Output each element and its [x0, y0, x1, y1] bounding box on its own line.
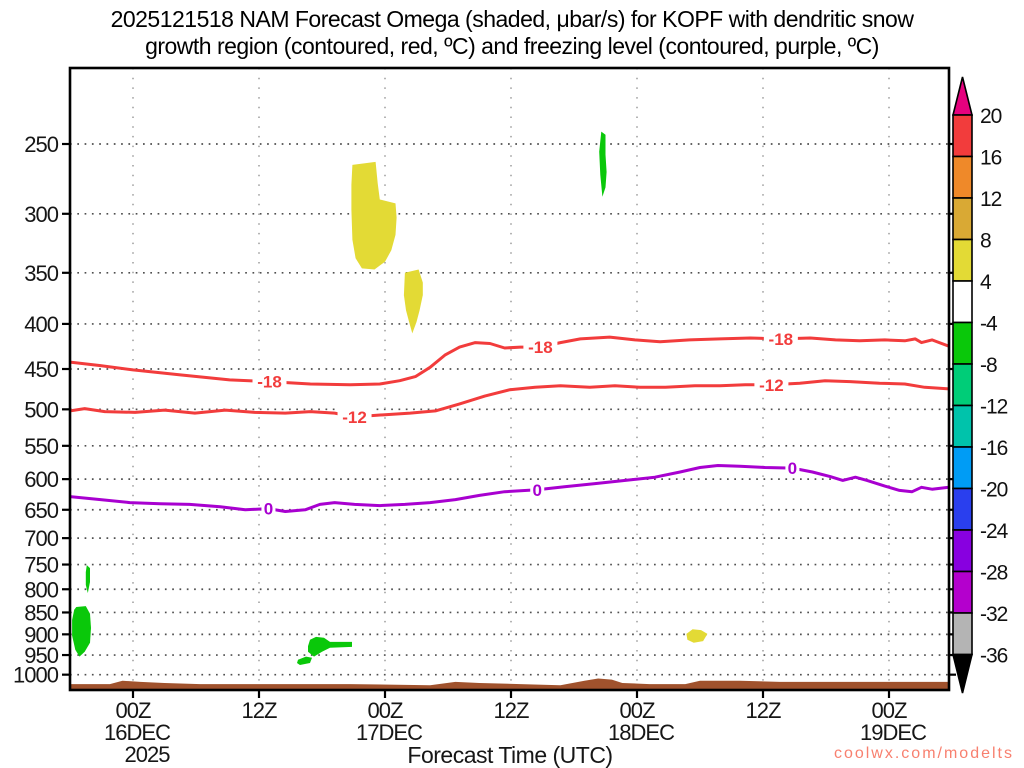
contour-label: -18 [257, 373, 282, 392]
contour-label-mask [754, 375, 789, 394]
plot-border [68, 66, 951, 692]
x-axis-title: Forecast Time (UTC) [407, 742, 613, 768]
contour-label-mask [261, 499, 276, 518]
pressure-tick-label: 700 [24, 526, 58, 551]
colorbar-segment [952, 570, 973, 614]
pressure-tick-label: 350 [24, 261, 58, 286]
omega-shaded-region-yellow-low [686, 629, 708, 643]
chart-title-line-2: growth region (contoured, red, ºC) and f… [145, 33, 879, 59]
dendritic-growth-minus18C-contour [70, 335, 949, 387]
colorbar-tick-label: -12 [980, 396, 1008, 419]
contour-label: -18 [528, 338, 553, 357]
time-tick-label: 12Z [746, 698, 781, 723]
pressure-tick-label: 800 [24, 577, 58, 602]
colorbar-tick-label: 20 [980, 105, 1002, 128]
colorbar-tick-label: -36 [980, 645, 1008, 668]
omega-shaded-region-green-mid-tail [297, 656, 312, 665]
date-label: 18DEC [608, 720, 675, 745]
time-tick-label: 00Z [116, 698, 151, 723]
colorbar-segment [952, 155, 973, 199]
time-tick-label: 12Z [494, 698, 529, 723]
pressure-tick-label: 900 [24, 622, 58, 647]
contour-label: -12 [759, 376, 784, 395]
colorbar-segment [952, 363, 973, 407]
time-tick-label: 12Z [242, 698, 277, 723]
colorbar-segment [952, 529, 973, 573]
colorbar-segment [952, 446, 973, 490]
colorbar: 20 16 12 8 4 -4 -8 -12 -16 -20 -24 -28 -32 -36 [951, 76, 1010, 694]
contour-label: -12 [342, 408, 367, 427]
colorbar-tick-label: 16 [980, 147, 1002, 170]
gridlines [62, 68, 956, 698]
colorbar-under-arrow [951, 653, 974, 694]
date-label: 16DEC [104, 720, 171, 745]
date-label: 17DEC [356, 720, 423, 745]
pressure-tick-label: 1000 [13, 663, 59, 688]
colorbar-tick-label: -4 [980, 313, 998, 336]
contour-label: -18 [769, 330, 794, 349]
colorbar-tick-label: -16 [980, 437, 1008, 460]
colorbar-segment [952, 114, 973, 158]
colorbar-tick-label: 4 [980, 271, 992, 294]
colorbar-tick-label: 8 [980, 230, 991, 253]
colorbar-tick-label: -24 [980, 520, 1009, 543]
pressure-tick-label: 400 [24, 312, 58, 337]
colorbar-segment [952, 238, 973, 282]
pressure-tick-label: 750 [24, 553, 58, 578]
pressure-tick-label: 950 [24, 643, 58, 668]
watermark-link[interactable]: coolwx.com/modelts [833, 745, 1014, 762]
contour-label: 0 [533, 481, 542, 500]
time-tick-label: 00Z [872, 698, 907, 723]
time-tick-label: 00Z [368, 698, 403, 723]
axis-tick-labels: 2503003504004505005506006507007508008509… [13, 132, 928, 767]
colorbar-segment [952, 280, 973, 324]
contour-label-mask [252, 372, 287, 391]
colorbar-tick-label: -28 [980, 562, 1008, 585]
omega-shaded-region-yellow-mid [403, 269, 423, 334]
colorbar-over-arrow [951, 76, 974, 116]
pressure-tick-label: 850 [24, 600, 58, 625]
colorbar-tick-label: -8 [980, 354, 997, 377]
plot-area: -18 -18 -18 -12 -12 0 0 0 [70, 131, 949, 690]
chart-title: 2025121518 NAM Forecast Omega (shaded, μ… [0, 6, 1024, 60]
omega-shaded-region-green-top [599, 131, 607, 197]
time-tick-label: 00Z [620, 698, 655, 723]
dendritic-growth-minus12C-contour [70, 379, 949, 419]
pressure-tick-label: 650 [24, 498, 58, 523]
year-label: 2025 [125, 742, 171, 767]
freezing-level-0C-contour [70, 464, 949, 513]
pressure-tick-label: 300 [24, 202, 58, 227]
pressure-tick-label: 550 [24, 434, 58, 459]
colorbar-segment [952, 612, 973, 656]
contour-label-mask [785, 459, 800, 478]
omega-shaded-region-yellow-upper [351, 161, 397, 270]
contour-label-mask [763, 329, 798, 348]
colorbar-tick-label: 12 [980, 188, 1002, 211]
contour-label-mask [523, 338, 558, 357]
pressure-tick-label: 450 [24, 357, 58, 382]
chart-title-line-1: 2025121518 NAM Forecast Omega (shaded, μ… [110, 6, 914, 32]
pressure-tick-label: 500 [24, 397, 58, 422]
contour-label-mask [337, 407, 372, 426]
contour-label: 0 [788, 459, 797, 478]
colorbar-segment [952, 321, 973, 365]
omega-shaded-region-green-left-sliver [85, 565, 90, 594]
omega-shaded-region-green-left-blob [72, 606, 91, 657]
colorbar-tick-label: -32 [980, 603, 1008, 626]
colorbar-segment [952, 404, 973, 448]
colorbar-segment [952, 487, 973, 531]
omega-shaded-region-green-mid-blob [308, 636, 352, 657]
pressure-tick-label: 250 [24, 132, 58, 157]
pressure-tick-label: 600 [24, 467, 58, 492]
colorbar-segment [952, 197, 973, 241]
contour-label-mask [530, 480, 545, 499]
date-label: 19DEC [860, 720, 927, 745]
contour-label: 0 [264, 500, 273, 519]
terrain-surface [70, 678, 949, 690]
colorbar-tick-label: -20 [980, 479, 1008, 502]
